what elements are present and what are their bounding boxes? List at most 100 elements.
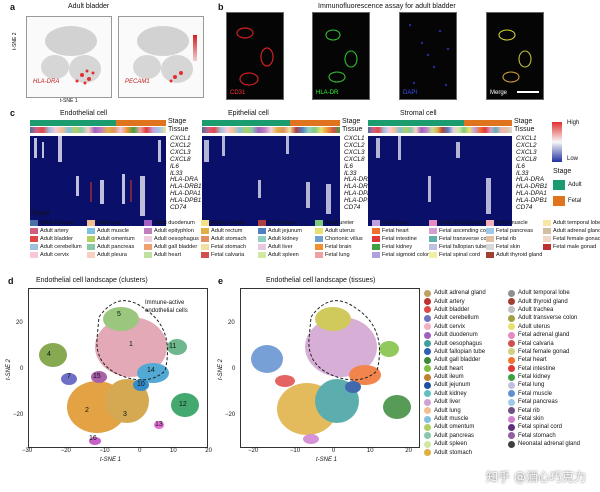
cluster-label-1: 1: [129, 341, 133, 348]
panel-e-ytick-neg20: −20: [225, 412, 236, 418]
legend-dot: [508, 432, 515, 440]
tissue-swatch: [144, 220, 152, 226]
tissue-legend-entry: Fetal female gonad: [508, 348, 600, 356]
legend-label: Adult cerebellum: [434, 315, 479, 322]
row-label-stage: Stage: [168, 118, 187, 125]
x-tick-label: −20: [248, 448, 259, 454]
legend-label: Adult duodenum: [434, 332, 478, 339]
legend-label: Adult stomach: [434, 449, 473, 456]
legend-dot: [508, 298, 515, 306]
legend-label: Adult uterus: [518, 323, 551, 330]
tissue-legend-item: Fetal rib: [486, 235, 543, 243]
legend-label: Fetal pancreas: [518, 399, 558, 406]
scale-low-label: Low: [567, 156, 579, 162]
tissue-swatch: [87, 228, 95, 234]
tissue-swatch: [315, 228, 323, 234]
legend-dot: [508, 348, 515, 356]
tissue-legend-entry: Adult pancreas: [424, 432, 510, 440]
tissue-legend-item: Adult cervix: [30, 251, 87, 259]
panel-a-tsne-pecam: PECAM1: [118, 16, 204, 98]
x-tick-label: −30: [22, 448, 33, 454]
tissue-swatch: [201, 228, 209, 234]
legend-label: Fetal rib: [518, 407, 540, 414]
tissue-label: Adult cervix: [40, 252, 69, 258]
tissue-label: Fetal heart: [382, 228, 409, 234]
tissue-label: Adult muscle: [97, 228, 130, 234]
scale-high-label: High: [567, 120, 580, 126]
tissue-legend-entry: Fetal stomach: [508, 432, 600, 440]
tissue-legend-item: Fetal stomach: [201, 243, 258, 251]
tissue-legend-entry: Fetal pancreas: [508, 398, 600, 406]
legend-label: Fetal kidney: [518, 374, 551, 381]
tissue-swatch: [486, 244, 494, 250]
color-scale-bar: [552, 122, 562, 162]
tissue-strip-3: [368, 127, 512, 133]
if-panel-dapi: DAPI: [399, 12, 457, 100]
tissue-legend-entry: Adult heart: [424, 365, 510, 373]
tissue-label: Adult pleura: [97, 252, 127, 258]
tissue-strip: [30, 127, 166, 133]
if-label-hladr: HLA-DR: [316, 90, 339, 96]
tissue-legend-item: Fetal sigmoid colon: [372, 251, 430, 259]
legend-dot: [424, 398, 431, 406]
tissue-swatch: [201, 236, 209, 242]
cluster-label-3: 3: [123, 411, 127, 418]
x-tick-label: 20: [405, 448, 412, 454]
tissue-legend-item: Fetal lung: [315, 251, 372, 259]
tsne-hla-plot: [41, 26, 101, 85]
tissue-swatch: [315, 220, 323, 226]
cluster-label-10: 10: [137, 381, 145, 388]
tissue-legend-item: Chorionic villus: [315, 235, 372, 243]
tissue-swatch: [486, 228, 494, 234]
tissue-label: Adult cerebellum: [40, 244, 82, 250]
tissue-swatch: [258, 252, 266, 258]
tissue-swatch: [30, 244, 38, 250]
legend-dot: [508, 407, 515, 415]
legend-label: Adult kidney: [434, 390, 467, 397]
tissue-swatch: [87, 220, 95, 226]
if-panel-hladr: HLA-DR: [312, 12, 370, 100]
tissue-swatch: [144, 244, 152, 250]
tissue-label: Fetal pancreas: [496, 228, 534, 234]
tissue-label: Fetal spinal cord: [439, 252, 481, 258]
legend-dot: [508, 373, 515, 381]
legend-label: Adult trachea: [518, 306, 554, 313]
legend-label: Adult spleen: [434, 441, 468, 448]
tissue-legend-item: Adult cerebellum: [30, 243, 87, 251]
tissue-swatch: [372, 252, 380, 258]
legend-label: Adult omentum: [434, 424, 475, 431]
tissue-label: Adult artery: [40, 228, 69, 234]
tissue-legend-item: Fetal calvaria: [201, 251, 258, 259]
group-label-epithelial: Epithelial cell: [228, 110, 269, 117]
legend-dot: [508, 331, 515, 339]
tissue-label: Adult oesophagus: [154, 236, 199, 242]
tissue-swatch: [543, 228, 551, 234]
tissue-label: Fetal kidney: [382, 244, 413, 250]
tissue-swatch: [429, 228, 437, 234]
legend-label: Adult temporal lobe: [518, 290, 570, 297]
tissue-legend-entry: Adult adrenal gland: [424, 289, 510, 297]
tissue-swatch: [315, 244, 323, 250]
cluster-label-12: 12: [179, 401, 187, 408]
tissue-label: Fetal calvaria: [211, 252, 245, 258]
x-tick-label: 0: [138, 448, 142, 454]
legend-label: Adult gall bladder: [434, 357, 481, 364]
tissue-legend-item: Fetal fallopian tube: [429, 243, 486, 251]
legend-dot: [424, 381, 431, 389]
legend-label: Fetal female gonad: [518, 348, 570, 355]
tissue-label: Adult liver: [268, 244, 293, 250]
tissue-legend-item: Adult liver: [258, 243, 315, 251]
legend-dot: [508, 289, 515, 297]
cluster-label-5: 5: [117, 311, 121, 318]
tissue-legend-item: Adult stomach: [201, 235, 258, 243]
tissue-legend-col2: Adult temporal lobe Adult thyroid gland Ad…: [508, 289, 600, 448]
stage-swatch-fetal: [553, 196, 565, 206]
tissue-legend-entry: Adult trachea: [508, 306, 600, 314]
panel-a-gene2: PECAM1: [125, 79, 150, 85]
cluster-label-2: 2: [85, 407, 89, 414]
legend-label: Adult adrenal gland: [434, 290, 486, 297]
legend-dot: [424, 356, 431, 364]
tissue-legend-entry: Adult jejunum: [424, 381, 510, 389]
legend-label: Adult bladder: [434, 306, 470, 313]
panel-d-title: Endothelial cell landscape (clusters): [36, 277, 148, 284]
